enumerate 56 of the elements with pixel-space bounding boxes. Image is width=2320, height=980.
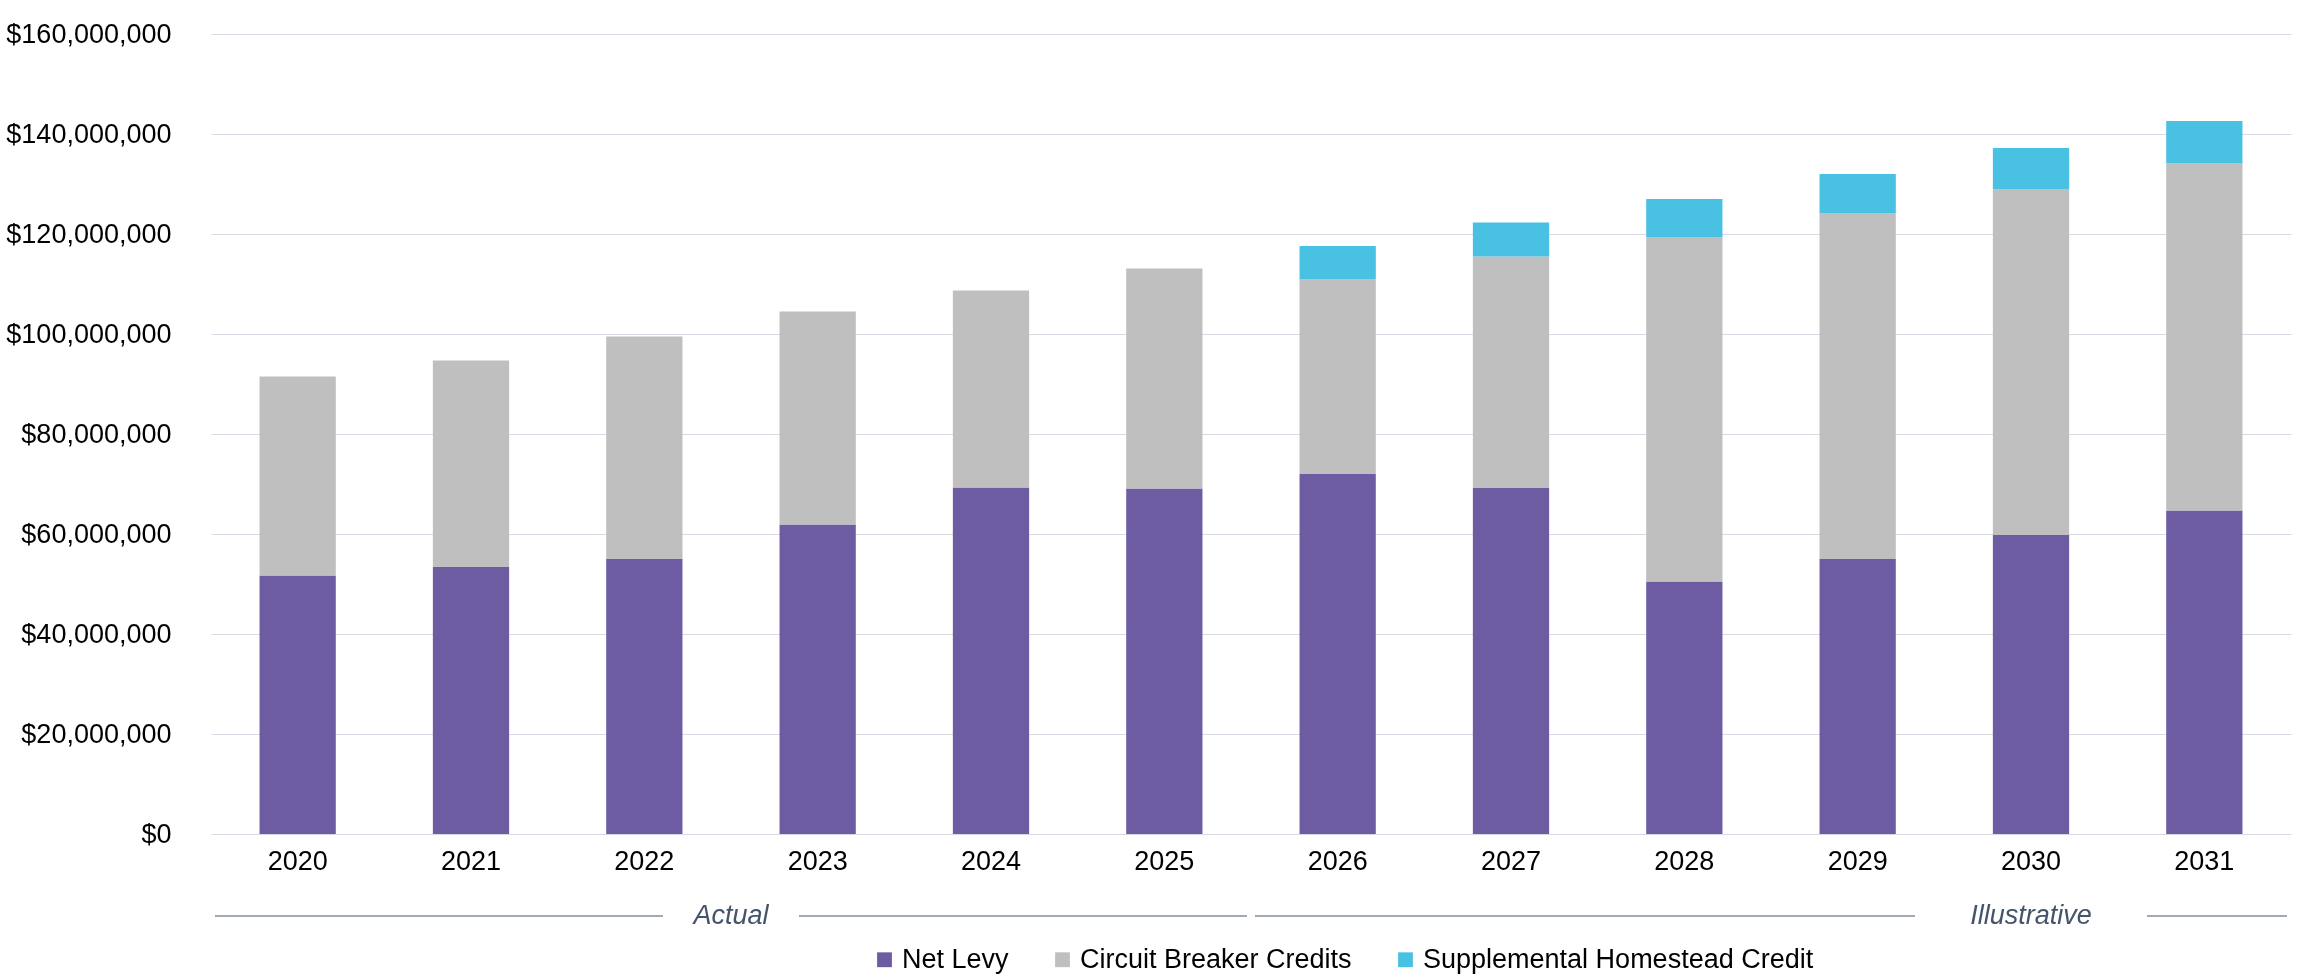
y-tick-label: $140,000,000 <box>6 118 172 149</box>
bar <box>952 487 1030 834</box>
y-tick-label: $40,000,000 <box>21 618 172 649</box>
bar <box>432 360 510 567</box>
text: Illustrative <box>1970 900 2092 930</box>
bar <box>1472 488 1550 834</box>
y-tick-label: $80,000,000 <box>21 418 172 449</box>
bar <box>1472 222 1550 257</box>
bar <box>779 311 856 525</box>
x-tick-label: 2022 <box>614 845 675 876</box>
bar <box>1992 535 2070 834</box>
legend-label: Supplemental Homestead Credit <box>1423 943 1814 974</box>
bar <box>606 559 683 834</box>
y-tick-label: $60,000,000 <box>21 518 172 549</box>
bar <box>2166 163 2243 511</box>
bar <box>1299 246 1376 280</box>
bar <box>1472 256 1550 488</box>
y-tick-label: $160,000,000 <box>6 18 172 49</box>
bar <box>1646 199 1723 238</box>
x-tick-label: 2028 <box>1654 845 1715 876</box>
bar <box>606 336 683 559</box>
bar <box>779 524 856 834</box>
x-tick-label: 2029 <box>1827 845 1888 876</box>
x-tick-label: 2030 <box>2000 845 2062 876</box>
bar <box>1646 237 1723 582</box>
y-tick-label: $0 <box>141 818 172 849</box>
bar <box>432 567 510 834</box>
bar <box>1126 488 1203 834</box>
bar <box>1299 279 1376 474</box>
bar <box>1126 268 1203 489</box>
x-tick-label: 2031 <box>2174 845 2235 876</box>
legend-label: Circuit Breaker Credits <box>1080 943 1352 974</box>
x-tick-label: 2027 <box>1480 845 1542 876</box>
text: Actual <box>691 900 770 930</box>
bar <box>1992 148 2070 190</box>
legend-label: Net Levy <box>902 943 1010 974</box>
x-tick-label: 2026 <box>1307 845 1368 876</box>
x-tick-label: 2020 <box>267 845 328 876</box>
bar <box>1992 189 2070 535</box>
y-tick-label: $20,000,000 <box>21 718 172 749</box>
bar <box>1819 559 1896 834</box>
bar <box>952 290 1030 488</box>
bar <box>259 575 336 834</box>
y-tick-label: $100,000,000 <box>6 318 172 349</box>
bar <box>1819 174 1896 214</box>
bar <box>259 376 336 576</box>
y-tick-label: $120,000,000 <box>6 218 172 249</box>
x-tick-label: 2025 <box>1134 845 1195 876</box>
x-tick-label: 2024 <box>960 845 1022 876</box>
x-tick-label: 2021 <box>440 845 502 876</box>
x-tick-label: 2023 <box>787 845 848 876</box>
bar <box>2166 510 2243 834</box>
bar <box>1646 581 1723 834</box>
bar <box>1819 213 1896 559</box>
bar <box>2166 121 2243 164</box>
bar <box>1299 474 1376 834</box>
